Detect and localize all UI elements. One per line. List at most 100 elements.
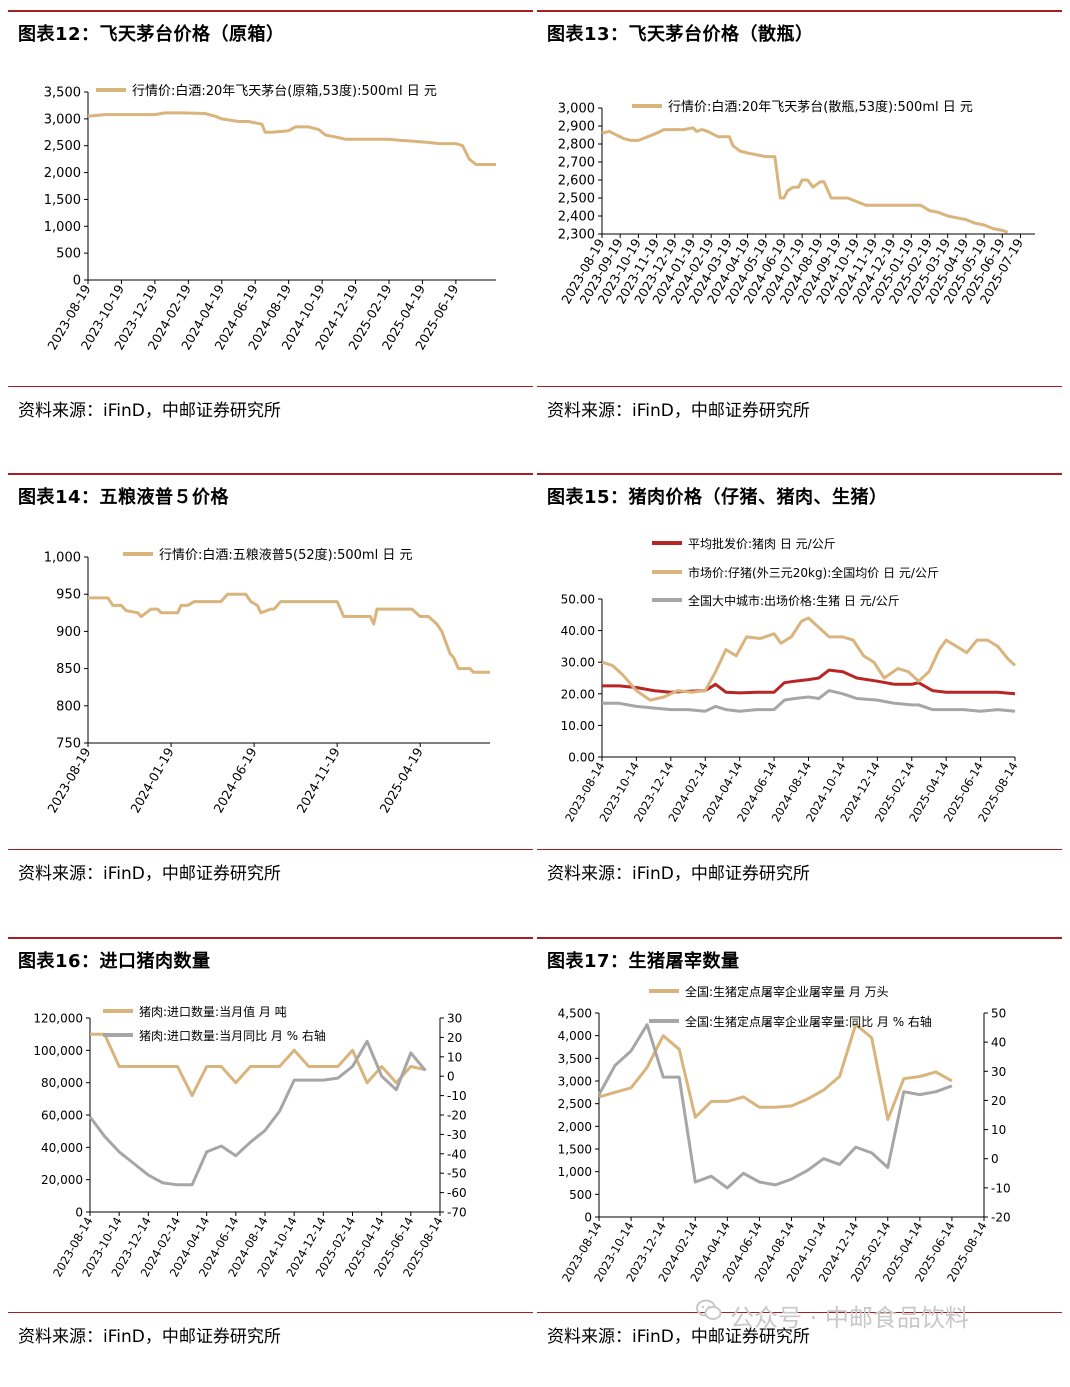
panel-top-rule bbox=[8, 937, 533, 939]
y-tick-label: 100,000 bbox=[33, 1044, 83, 1058]
y-tick-label: 750 bbox=[56, 737, 81, 752]
x-tick-label: 2025-04-19 bbox=[377, 745, 426, 815]
y-right-tick-label: -70 bbox=[447, 1206, 467, 1220]
source-note: 资料来源：iFinD，中邮证券研究所 bbox=[18, 401, 281, 421]
panel-bottom-rule bbox=[537, 386, 1062, 387]
y-right-tick-label: -20 bbox=[991, 1211, 1011, 1225]
y-tick-label: 2,800 bbox=[558, 138, 595, 153]
series-line-1 bbox=[598, 1022, 953, 1121]
y-tick-label: 60,000 bbox=[41, 1109, 83, 1123]
y-tick-label: 2,400 bbox=[558, 210, 595, 225]
panel-13: 图表13：飞天茅台价格（散瓶） 2,300 2,400 2,500 2,600 2,70… bbox=[537, 10, 1062, 460]
panel-bottom-rule bbox=[8, 386, 533, 387]
y-tick-label: 50.00 bbox=[561, 593, 595, 607]
y-tick-label: 3,000 bbox=[44, 112, 81, 127]
source-note: 资料来源：iFinD，中邮证券研究所 bbox=[547, 1327, 810, 1347]
series-line-1 bbox=[87, 111, 496, 166]
y-tick-label: 1,000 bbox=[44, 551, 81, 566]
panel-bottom-rule bbox=[8, 849, 533, 850]
y-tick-label: 1,500 bbox=[44, 193, 81, 208]
panel-bottom-rule bbox=[537, 849, 1062, 850]
panel-title: 图表17：生猪屠宰数量 bbox=[547, 951, 740, 972]
y-tick-label: 4,500 bbox=[558, 1007, 592, 1021]
source-note: 资料来源：iFinD，中邮证券研究所 bbox=[18, 864, 281, 884]
panel-bottom-rule bbox=[537, 1312, 1062, 1313]
source-note: 资料来源：iFinD，中邮证券研究所 bbox=[547, 864, 810, 884]
legend-label: 全国:生猪定点屠宰企业屠宰量:同比 月 % 右轴 bbox=[685, 1014, 932, 1029]
y-tick-label: 950 bbox=[56, 588, 81, 603]
y-tick-label: 2,500 bbox=[44, 139, 81, 154]
panel-14: 图表14：五粮液普５价格 750 800 850 900 950 1,000 2023-08… bbox=[8, 473, 533, 923]
y-tick-label: 0 bbox=[584, 1211, 592, 1225]
y-tick-label: 2,000 bbox=[44, 166, 81, 181]
y-right-tick-label: 20 bbox=[991, 1094, 1006, 1108]
panel-top-rule bbox=[8, 473, 533, 475]
source-note: 资料来源：iFinD，中邮证券研究所 bbox=[547, 401, 810, 421]
y-right-tick-label: 10 bbox=[991, 1123, 1006, 1137]
panel-15: 图表15：猪肉价格（仔猪、猪肉、生猪） 0.00 10.00 20.00 30.00 4… bbox=[537, 473, 1062, 923]
y-tick-label: 2,500 bbox=[558, 1097, 592, 1111]
y-tick-label: 2,000 bbox=[558, 1120, 592, 1134]
y-right-tick-label: 30 bbox=[991, 1065, 1006, 1079]
panel-top-rule bbox=[537, 937, 1062, 939]
y-tick-label: 3,000 bbox=[558, 102, 595, 117]
legend-label: 市场价:仔猪(外三元20kg):全国均价 日 元/公斤 bbox=[688, 565, 939, 580]
y-tick-label: 80,000 bbox=[41, 1076, 83, 1090]
y-tick-label: 850 bbox=[56, 662, 81, 677]
legend-label: 猪肉:进口数量:当月值 月 吨 bbox=[139, 1004, 287, 1019]
y-tick-label: 20,000 bbox=[41, 1173, 83, 1187]
x-tick-label: 2024-06-19 bbox=[210, 745, 259, 815]
series-line-1 bbox=[602, 668, 1016, 696]
panel-bottom-rule bbox=[8, 1312, 533, 1313]
y-tick-label: 120,000 bbox=[33, 1012, 83, 1026]
y-tick-label: 800 bbox=[56, 699, 81, 714]
chart-15: 0.0010.0020.0030.0040.0050.002023-08-142… bbox=[561, 536, 1021, 824]
panel-title: 图表12：飞天茅台价格（原箱） bbox=[18, 24, 285, 45]
panel-17: 图表17：生猪屠宰数量 0 500 1,000 1,500 2,000 2,500 3,00… bbox=[537, 937, 1062, 1387]
chart-12: 05001,0001,5002,0002,5003,0003,5002023-0… bbox=[44, 83, 496, 352]
legend-label: 全国:生猪定点屠宰企业屠宰量 月 万头 bbox=[685, 984, 889, 999]
y-right-tick-label: -50 bbox=[447, 1167, 467, 1181]
panel-title: 图表14：五粮液普５价格 bbox=[18, 487, 230, 508]
legend-label: 猪肉:进口数量:当月同比 月 % 右轴 bbox=[139, 1028, 326, 1043]
series-line-3 bbox=[602, 689, 1016, 713]
y-right-tick-label: -20 bbox=[447, 1109, 467, 1123]
y-tick-label: 1,000 bbox=[44, 220, 81, 235]
y-right-tick-label: 10 bbox=[447, 1050, 462, 1064]
y-tick-label: 2,500 bbox=[558, 192, 595, 207]
y-tick-label: 20.00 bbox=[561, 687, 595, 701]
y-tick-label: 0 bbox=[75, 1206, 83, 1220]
y-right-tick-label: 30 bbox=[447, 1012, 462, 1026]
x-tick-label: 2024-11-19 bbox=[293, 745, 342, 815]
legend-label: 全国大中城市:出场价格:生猪 日 元/公斤 bbox=[688, 593, 900, 608]
series-line-1 bbox=[90, 1032, 426, 1098]
y-tick-label: 40,000 bbox=[41, 1141, 83, 1155]
y-tick-label: 900 bbox=[56, 625, 81, 640]
y-tick-label: 500 bbox=[56, 247, 81, 262]
series-line-2 bbox=[597, 1023, 953, 1190]
y-right-tick-label: 40 bbox=[991, 1036, 1006, 1050]
y-right-tick-label: 0 bbox=[447, 1070, 455, 1084]
y-right-tick-label: 50 bbox=[991, 1007, 1006, 1021]
source-note: 资料来源：iFinD，中邮证券研究所 bbox=[18, 1327, 281, 1347]
legend-label: 平均批发价:猪肉 日 元/公斤 bbox=[688, 536, 836, 551]
y-tick-label: 1,000 bbox=[558, 1165, 592, 1179]
y-tick-label: 2,900 bbox=[558, 120, 595, 135]
chart-16: 0 20,000 40,000 60,000 80,000 100,000 120,000 -… bbox=[33, 1004, 467, 1279]
chart-17: 05001,0001,5002,0002,5003,0003,5004,0004… bbox=[558, 984, 1011, 1284]
y-right-tick-label: -30 bbox=[447, 1128, 467, 1142]
y-tick-label: 0.00 bbox=[568, 751, 595, 765]
wechat-icon bbox=[696, 1299, 722, 1320]
y-tick-label: 3,000 bbox=[558, 1075, 592, 1089]
y-right-tick-label: 20 bbox=[447, 1031, 462, 1045]
legend-label: 行情价:白酒:20年飞天茅台(原箱,53度):500ml 日 元 bbox=[132, 83, 437, 99]
y-tick-label: 3,500 bbox=[558, 1052, 592, 1066]
panel-title: 图表16：进口猪肉数量 bbox=[18, 951, 211, 972]
panel-top-rule bbox=[8, 10, 533, 12]
panel-title: 图表13：飞天茅台价格（散瓶） bbox=[547, 24, 814, 45]
y-tick-label: 3,500 bbox=[44, 86, 81, 101]
y-tick-label: 2,300 bbox=[558, 228, 595, 243]
y-tick-label: 0 bbox=[73, 274, 81, 289]
panel-top-rule bbox=[537, 473, 1062, 475]
series-line-2 bbox=[88, 1039, 427, 1187]
